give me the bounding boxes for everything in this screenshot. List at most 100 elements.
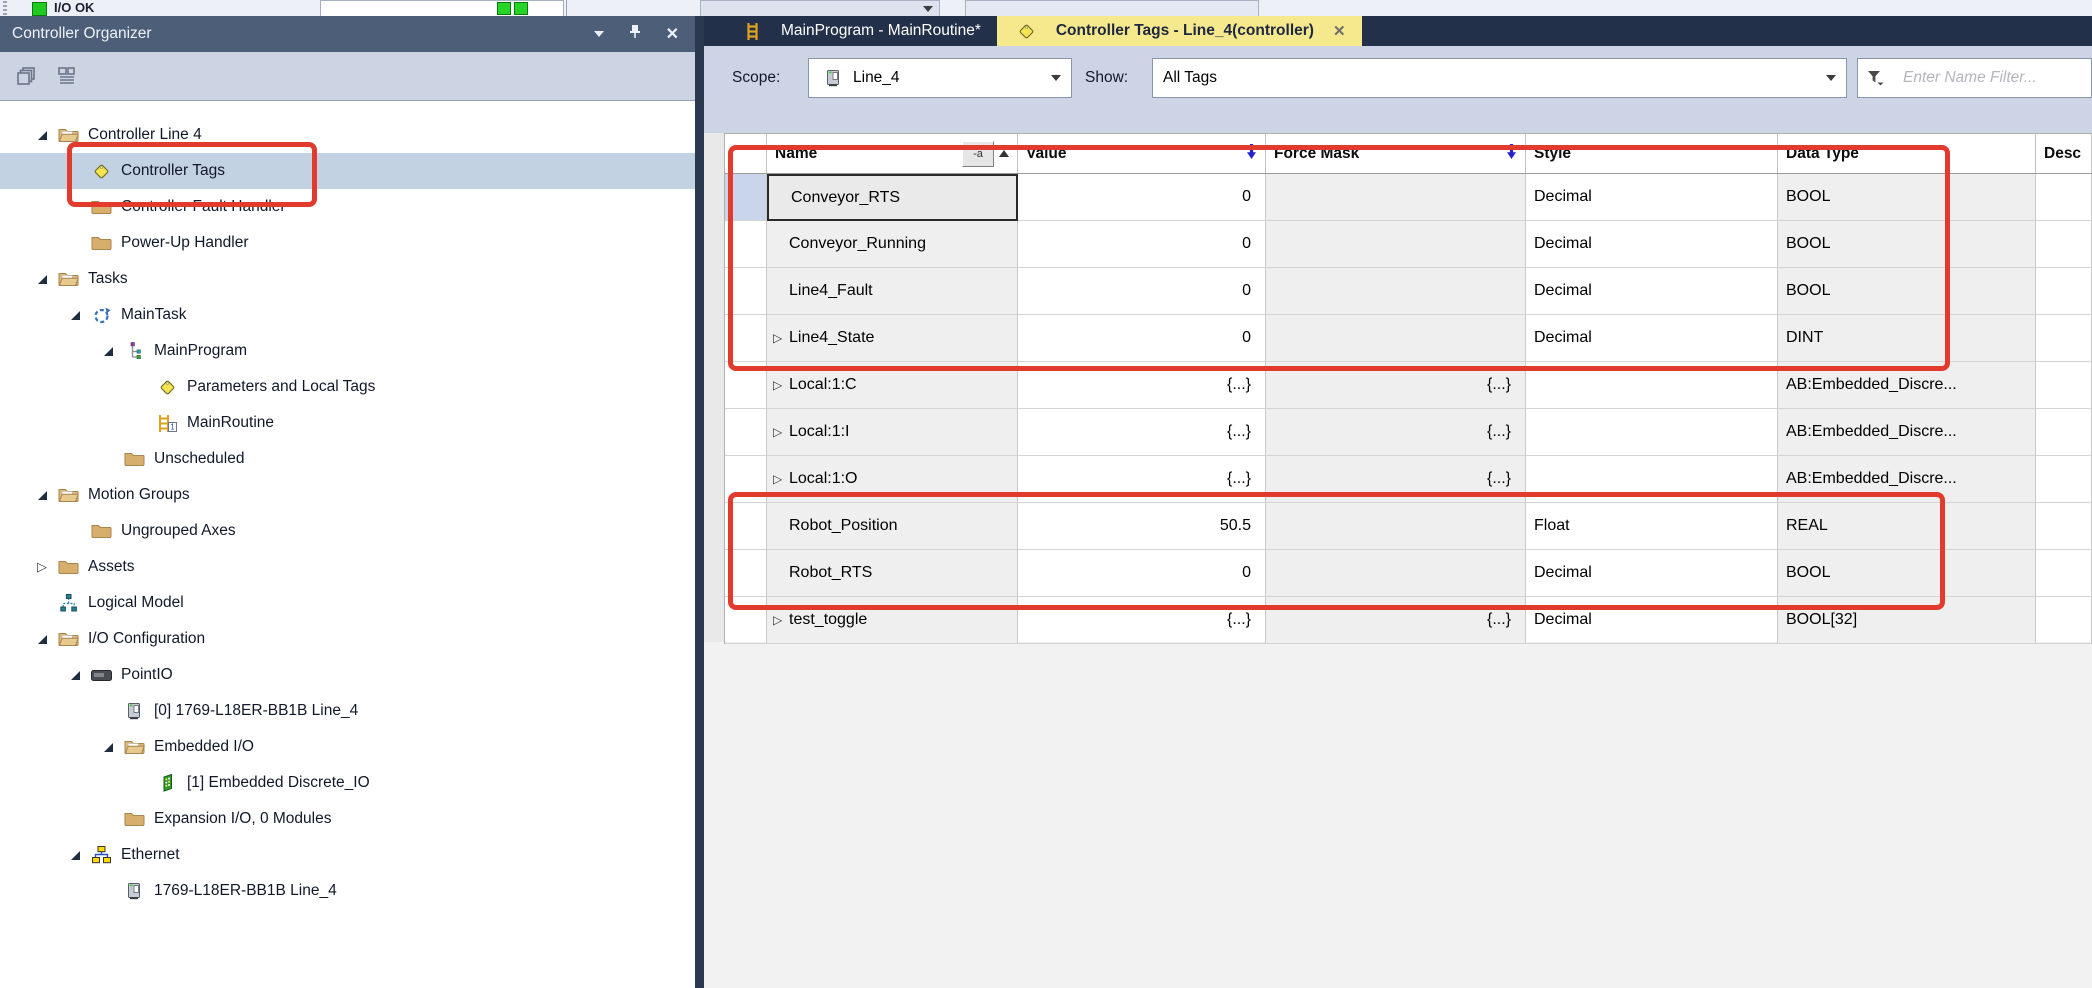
cell-name[interactable]: ▷ test_toggle — [767, 597, 1018, 644]
tree-item-0-1769-l18er-bb1b-line-4[interactable]: [0] 1769-L18ER-BB1B Line_4 — [0, 693, 695, 729]
panel-menu-icon[interactable] — [593, 31, 604, 37]
expanded-triangle-icon[interactable] — [96, 742, 120, 752]
tag-row-local-1-i[interactable]: ▷ Local:1:I {...} {...} AB:Embedded_Discre..… — [725, 409, 2092, 456]
cell-style[interactable]: Decimal — [1526, 174, 1778, 221]
expand-arrow-icon[interactable]: ▷ — [773, 613, 783, 627]
cell-force-mask[interactable] — [1266, 315, 1526, 362]
row-selector[interactable] — [725, 409, 767, 456]
cell-data-type[interactable]: BOOL — [1778, 268, 2036, 315]
show-combo[interactable]: All Tags — [1152, 58, 1847, 98]
cell-style[interactable]: Decimal — [1526, 221, 1778, 268]
expand-arrow-icon[interactable]: ▷ — [773, 331, 783, 345]
cell-name[interactable]: Conveyor_Running — [767, 221, 1018, 268]
row-selector[interactable] — [725, 174, 767, 221]
column-header-value[interactable]: Value — [1018, 134, 1266, 173]
collapsed-triangle-icon[interactable]: ▷ — [37, 559, 47, 574]
cell-description[interactable] — [2036, 597, 2092, 644]
cell-value[interactable]: 0 — [1018, 315, 1266, 362]
row-selector[interactable] — [725, 456, 767, 503]
column-options-button[interactable]: -a — [962, 140, 994, 167]
cell-name[interactable]: ▷ Local:1:O — [767, 456, 1018, 503]
column-header-name[interactable]: Name -a — [767, 134, 1018, 173]
panel-splitter[interactable] — [695, 16, 704, 988]
cell-value[interactable]: 0 — [1018, 550, 1266, 597]
expanded-triangle-icon[interactable] — [96, 346, 120, 356]
pin-icon[interactable] — [628, 24, 642, 44]
tab-close-icon[interactable]: ✕ — [1332, 23, 1346, 40]
expanded-triangle-icon[interactable] — [30, 634, 54, 644]
cell-data-type[interactable]: BOOL[32] — [1778, 597, 2036, 644]
filter-button[interactable] — [1857, 58, 1894, 98]
tag-row-line4-fault[interactable]: Line4_Fault 0 Decimal BOOL — [725, 268, 2092, 315]
cell-value[interactable]: {...} — [1018, 597, 1266, 644]
row-selector[interactable] — [725, 597, 767, 644]
cell-description[interactable] — [2036, 174, 2092, 221]
tag-row-robot-rts[interactable]: Robot_RTS 0 Decimal BOOL — [725, 550, 2092, 597]
row-selector[interactable] — [725, 221, 767, 268]
expand-arrow-icon[interactable]: ▷ — [773, 378, 783, 392]
tree-item-tasks[interactable]: Tasks — [0, 261, 695, 297]
cell-style[interactable]: Decimal — [1526, 315, 1778, 362]
cell-style[interactable] — [1526, 362, 1778, 409]
tree-item-mainroutine[interactable]: 1 MainRoutine — [0, 405, 695, 441]
cell-data-type[interactable]: DINT — [1778, 315, 2036, 362]
row-selector[interactable] — [725, 550, 767, 597]
expanded-triangle-icon[interactable] — [30, 274, 54, 284]
column-header-data_type[interactable]: Data Type — [1778, 134, 2036, 173]
expand-arrow-icon[interactable]: ▷ — [773, 425, 783, 439]
cell-description[interactable] — [2036, 362, 2092, 409]
column-header-desc[interactable]: Desc — [2036, 134, 2092, 173]
tree-item-ungrouped-axes[interactable]: Ungrouped Axes — [0, 513, 695, 549]
cell-description[interactable] — [2036, 221, 2092, 268]
expanded-triangle-icon[interactable] — [63, 310, 87, 320]
cell-description[interactable] — [2036, 503, 2092, 550]
tree-item-1769-l18er-bb1b-line-4[interactable]: 1769-L18ER-BB1B Line_4 — [0, 873, 695, 909]
tree-item-power-up-handler[interactable]: Power-Up Handler — [0, 225, 695, 261]
tag-row-local-1-o[interactable]: ▷ Local:1:O {...} {...} AB:Embedded_Discre..… — [725, 456, 2092, 503]
tag-row-line4-state[interactable]: ▷ Line4_State 0 Decimal DINT — [725, 315, 2092, 362]
cell-name[interactable]: ▷ Local:1:I — [767, 409, 1018, 456]
cell-force-mask[interactable]: {...} — [1266, 409, 1526, 456]
tag-row-conveyor-running[interactable]: Conveyor_Running 0 Decimal BOOL — [725, 221, 2092, 268]
cell-data-type[interactable]: BOOL — [1778, 174, 2036, 221]
row-selector[interactable] — [725, 315, 767, 362]
tree-item-embedded-i-o[interactable]: Embedded I/O — [0, 729, 695, 765]
tree-item-parameters-and-local-tags[interactable]: Parameters and Local Tags — [0, 369, 695, 405]
cell-value[interactable]: 0 — [1018, 221, 1266, 268]
tree-item-controller-fault-handler[interactable]: Controller Fault Handler — [0, 189, 695, 225]
cell-description[interactable] — [2036, 409, 2092, 456]
organizer-view-button[interactable] — [52, 61, 82, 91]
tree-item-assets[interactable]: ▷ Assets — [0, 549, 695, 585]
cell-style[interactable]: Decimal — [1526, 550, 1778, 597]
row-selector[interactable] — [725, 268, 767, 315]
tab-mainprogram-mainroutine[interactable]: MainProgram - MainRoutine* — [722, 16, 997, 46]
tree-item-1-embedded-discrete-io[interactable]: [1] Embedded Discrete_IO — [0, 765, 695, 801]
tree-item-ethernet[interactable]: Ethernet — [0, 837, 695, 873]
tree-item-expansion-i-o-0-modules[interactable]: Expansion I/O, 0 Modules — [0, 801, 695, 837]
tree-item-mainprogram[interactable]: MainProgram — [0, 333, 695, 369]
cell-value[interactable]: 50.5 — [1018, 503, 1266, 550]
cell-force-mask[interactable] — [1266, 503, 1526, 550]
cell-name[interactable]: ▷ Line4_State — [767, 315, 1018, 362]
expanded-triangle-icon[interactable] — [30, 130, 54, 140]
cell-force-mask[interactable] — [1266, 174, 1526, 221]
expanded-triangle-icon[interactable] — [30, 490, 54, 500]
cell-name[interactable]: Line4_Fault — [767, 268, 1018, 315]
tree-item-unscheduled[interactable]: Unscheduled — [0, 441, 695, 477]
collapse-all-button[interactable] — [12, 61, 42, 91]
cell-style[interactable] — [1526, 456, 1778, 503]
cell-style[interactable] — [1526, 409, 1778, 456]
column-header-style[interactable]: Style — [1526, 134, 1778, 173]
cell-data-type[interactable]: AB:Embedded_Discre... — [1778, 409, 2036, 456]
name-filter-input[interactable] — [1893, 58, 2092, 98]
cell-name[interactable]: Robot_Position — [767, 503, 1018, 550]
row-selector[interactable] — [725, 362, 767, 409]
column-header-force_mask[interactable]: Force Mask — [1266, 134, 1526, 173]
cell-data-type[interactable]: BOOL — [1778, 550, 2036, 597]
cell-value[interactable]: {...} — [1018, 456, 1266, 503]
tag-row-test-toggle[interactable]: ▷ test_toggle {...} {...} Decimal BOOL[32] — [725, 597, 2092, 644]
cell-description[interactable] — [2036, 315, 2092, 362]
tree-item-controller-tags[interactable]: Controller Tags — [0, 153, 695, 189]
cell-style[interactable]: Decimal — [1526, 597, 1778, 644]
expanded-triangle-icon[interactable] — [63, 670, 87, 680]
